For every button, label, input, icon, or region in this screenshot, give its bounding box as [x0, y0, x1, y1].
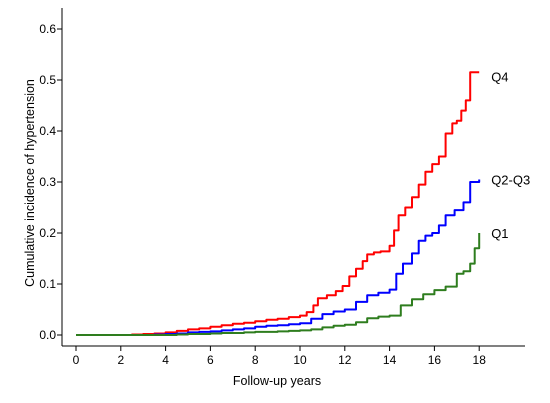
x-tick-label: 0: [73, 353, 80, 367]
y-tick-label: 0.3: [39, 175, 56, 189]
series-line-q4: [76, 71, 480, 336]
x-tick-label: 16: [428, 353, 442, 367]
y-axis-label: Cumulative incidence of hypertension: [23, 79, 37, 287]
series-line-q1: [76, 233, 481, 336]
y-tick-label: 0.1: [39, 277, 56, 291]
y-tick-label: 0.0: [39, 328, 56, 342]
x-tick-label: 8: [252, 353, 259, 367]
plot-series: [76, 71, 481, 336]
x-tick-label: 12: [338, 353, 352, 367]
y-tick-label: 0.2: [39, 226, 56, 240]
series-label-q4: Q4: [491, 69, 508, 84]
y-tick-label: 0.5: [39, 73, 56, 87]
series-labels: Q4 Q2-Q3 Q1: [491, 69, 530, 241]
x-axis: 0 2 4 6 8 10 12 14 16 18: [62, 345, 525, 367]
x-tick-label: 18: [473, 353, 487, 367]
y-tick-label: 0.4: [39, 124, 56, 138]
x-tick-label: 14: [383, 353, 397, 367]
series-line-q2-q3: [76, 179, 481, 336]
series-label-q2-q3: Q2-Q3: [491, 172, 530, 187]
y-tick-label: 0.6: [39, 22, 56, 36]
y-axis: 0.0 0.1 0.2 0.3 0.4 0.5 0.6: [39, 8, 63, 346]
x-axis-label: Follow-up years: [233, 374, 321, 388]
x-tick-label: 2: [117, 353, 124, 367]
x-tick-label: 10: [293, 353, 307, 367]
series-label-q1: Q1: [491, 226, 508, 241]
x-tick-label: 4: [162, 353, 169, 367]
x-tick-label: 6: [207, 353, 214, 367]
